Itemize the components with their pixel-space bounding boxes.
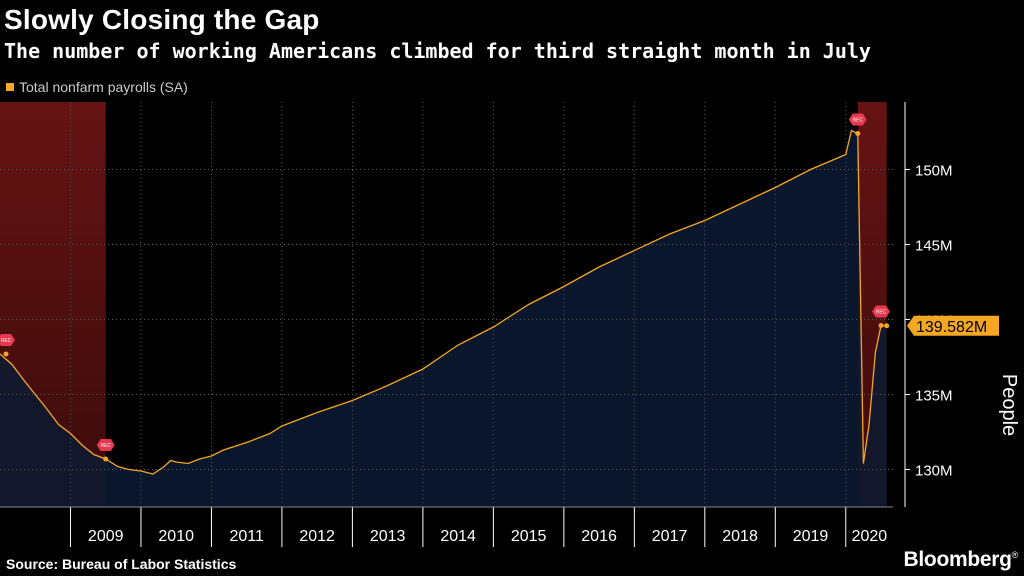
brand-mark: ® [1011, 550, 1019, 560]
rec-marker-2: REC [848, 113, 867, 126]
x-tick-label-2009: 2009 [88, 528, 124, 545]
y-tick-label-150: 150M [915, 163, 953, 180]
gridlines [0, 102, 893, 507]
rec-dot-0 [3, 351, 9, 357]
callout-box: 139.582M [907, 315, 999, 336]
x-tick-label-2015: 2015 [511, 528, 547, 545]
last-value-dot [884, 323, 890, 329]
x-tick-label-2014: 2014 [440, 528, 476, 545]
series-area [0, 130, 887, 507]
payrolls-chart: 130M135M140M145M150M20092010201120122013… [0, 102, 1020, 547]
x-tick-label-2019: 2019 [793, 528, 829, 545]
area-fill [0, 130, 887, 507]
rec-marker-label-1: REC [100, 443, 111, 449]
legend-swatch [6, 83, 14, 91]
x-tick-label-2011: 2011 [229, 528, 264, 545]
rec-dot-1 [103, 456, 109, 462]
legend-label: Total nonfarm payrolls (SA) [19, 79, 188, 95]
chart-title: Slowly Closing the Gap [4, 4, 320, 35]
rec-marker-1: REC [96, 439, 115, 451]
rec-marker-shape-3 [872, 305, 891, 318]
series-line [0, 129, 887, 475]
rec-dot-2 [855, 131, 861, 136]
legend: Total nonfarm payrolls (SA) [6, 79, 188, 95]
x-tick-label-2020: 2020 [852, 528, 888, 545]
rec-marker-shape-2 [848, 113, 867, 126]
brand-name: Bloomberg [903, 548, 1012, 571]
y-axis-label: People [998, 374, 1020, 436]
chart-subtitle: The number of working Americans climbed … [4, 39, 871, 63]
brand-logo: Bloomberg® [903, 548, 1019, 572]
y-tick-label-145: 145M [915, 238, 953, 255]
y-tick-label-130: 130M [915, 463, 953, 480]
x-tick-label-2017: 2017 [652, 528, 688, 545]
x-tick-label-2018: 2018 [722, 528, 758, 545]
x-tick-label-2012: 2012 [299, 528, 335, 545]
x-tick-label-2010: 2010 [158, 528, 194, 545]
rec-marker-shape-0 [0, 334, 15, 346]
callout-label: 139.582M [916, 319, 987, 336]
rec-marker-0: REC [0, 334, 15, 346]
rec-markers: REC REC REC REC [0, 113, 891, 462]
rec-marker-label-3: REC [876, 310, 887, 316]
source-note: Source: Bureau of Labor Statistics [6, 556, 237, 572]
rec-marker-3: REC [872, 305, 891, 318]
x-tick-label-2016: 2016 [581, 528, 617, 545]
series-line-path [0, 129, 887, 475]
rec-marker-label-0: REC [1, 338, 12, 344]
rec-marker-label-2: REC [852, 118, 863, 124]
rec-dot-3 [878, 323, 884, 328]
last-value-callout: 139.582M [884, 315, 999, 336]
y-tick-label-135: 135M [915, 388, 953, 405]
x-tick-label-2013: 2013 [370, 528, 406, 545]
rec-marker-shape-1 [96, 439, 115, 451]
callout-shape [907, 315, 999, 336]
